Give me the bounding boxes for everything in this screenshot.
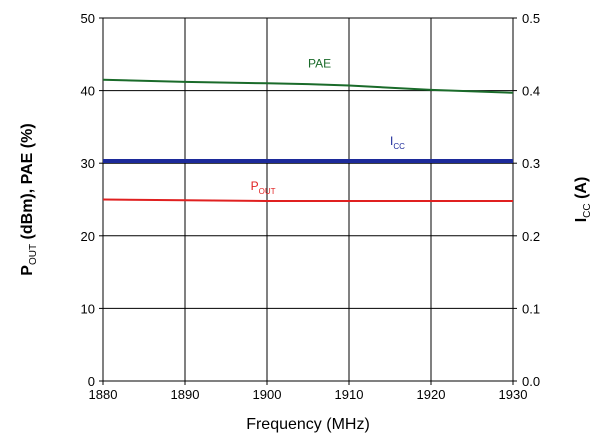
left-y-axis-ticks: 0 10 20 30 40 50 [81,11,103,389]
x-axis-ticks: 1880 1890 1900 1910 1920 1930 [89,381,528,402]
right-y-axis-ticks: 0.0 0.1 0.2 0.3 0.4 0.5 [513,11,540,389]
right-y-tick-label: 0.0 [522,374,540,389]
series-label-main: P [251,179,259,193]
series [102,78,514,202]
right-y-tick-label: 0.4 [522,84,540,99]
x-tick-label: 1920 [417,387,446,402]
x-tick-label: 1900 [253,387,282,402]
series-labels: PAE ICC POUT [251,56,406,196]
right-y-axis-title-i: I [573,218,590,222]
x-axis-title: Frequency (MHz) [246,416,370,433]
right-y-tick-label: 0.1 [522,301,540,316]
left-y-tick-label: 50 [81,11,95,26]
right-y-axis-title: ICC (A) [573,177,593,223]
series-label-subscript: OUT [259,187,276,196]
right-y-axis-title-subscript: CC [582,203,593,217]
x-tick-label: 1890 [171,387,200,402]
left-y-axis-title-subscript: OUT [28,244,39,265]
left-y-tick-label: 10 [81,301,95,316]
right-y-tick-label: 0.5 [522,11,540,26]
left-y-axis-title-p: P [19,265,36,276]
right-y-tick-label: 0.2 [522,229,540,244]
series-label-main: PAE [308,56,331,70]
series-line-pout [102,198,513,202]
left-y-tick-label: 0 [88,374,95,389]
right-y-axis-title-rest: (A) [573,177,590,204]
series-label-subscript: CC [393,142,405,151]
left-y-axis-title: POUT (dBm), PAE (%) [19,123,39,275]
left-y-tick-label: 30 [81,156,95,171]
x-tick-label: 1930 [499,387,528,402]
left-y-tick-label: 40 [81,84,95,99]
x-tick-label: 1880 [89,387,118,402]
series-label-pae: PAE [308,56,331,70]
left-y-axis-title-rest: (dBm), PAE (%) [19,123,36,244]
x-tick-label: 1910 [335,387,364,402]
series-label-icc: ICC [390,134,405,151]
series-line-pae [102,78,514,94]
right-y-tick-label: 0.3 [522,156,540,171]
left-y-tick-label: 20 [81,229,95,244]
series-label-pout: POUT [251,179,276,196]
series-label-main: I [390,134,393,148]
